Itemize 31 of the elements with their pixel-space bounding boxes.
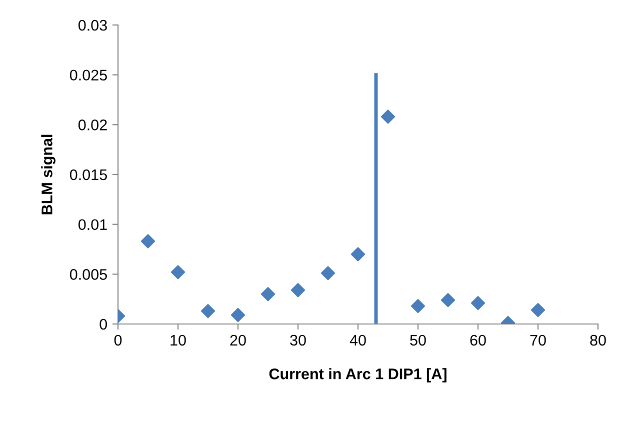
point [290, 283, 306, 298]
point [140, 234, 156, 248]
x-tick-label: 70 [530, 334, 546, 346]
y-tick-label: 0.03 [78, 20, 107, 31]
point [260, 287, 276, 302]
x-tick-label: 40 [350, 334, 366, 346]
y-tick-label: 0 [100, 318, 107, 330]
x-tick-label: 10 [170, 334, 186, 346]
x-tick-label: 60 [470, 334, 486, 346]
y-tick-label: 0.025 [70, 70, 107, 81]
y-tick-label: 0.015 [70, 169, 107, 180]
x-axis-title: Current in Arc 1 DIP1 [A] [269, 368, 446, 382]
point [470, 296, 486, 310]
x-tick-label: 80 [590, 334, 606, 346]
point [320, 266, 336, 280]
y-tick-label: 0.01 [78, 219, 107, 230]
point [170, 265, 186, 280]
point [350, 247, 366, 262]
x-tick-label: 0 [114, 334, 122, 346]
x-tick-label: 30 [290, 334, 306, 346]
point [530, 302, 546, 318]
y-axis-title: BLM signal [41, 134, 56, 214]
point [230, 308, 246, 322]
x-tick-label: 50 [410, 334, 426, 346]
y-tick-label: 0.005 [70, 269, 107, 280]
y-tick-label: 0.02 [78, 120, 107, 130]
point [440, 293, 456, 308]
x-tick-label: 20 [230, 334, 246, 346]
point [200, 304, 216, 318]
point [380, 110, 396, 124]
point [410, 299, 426, 314]
